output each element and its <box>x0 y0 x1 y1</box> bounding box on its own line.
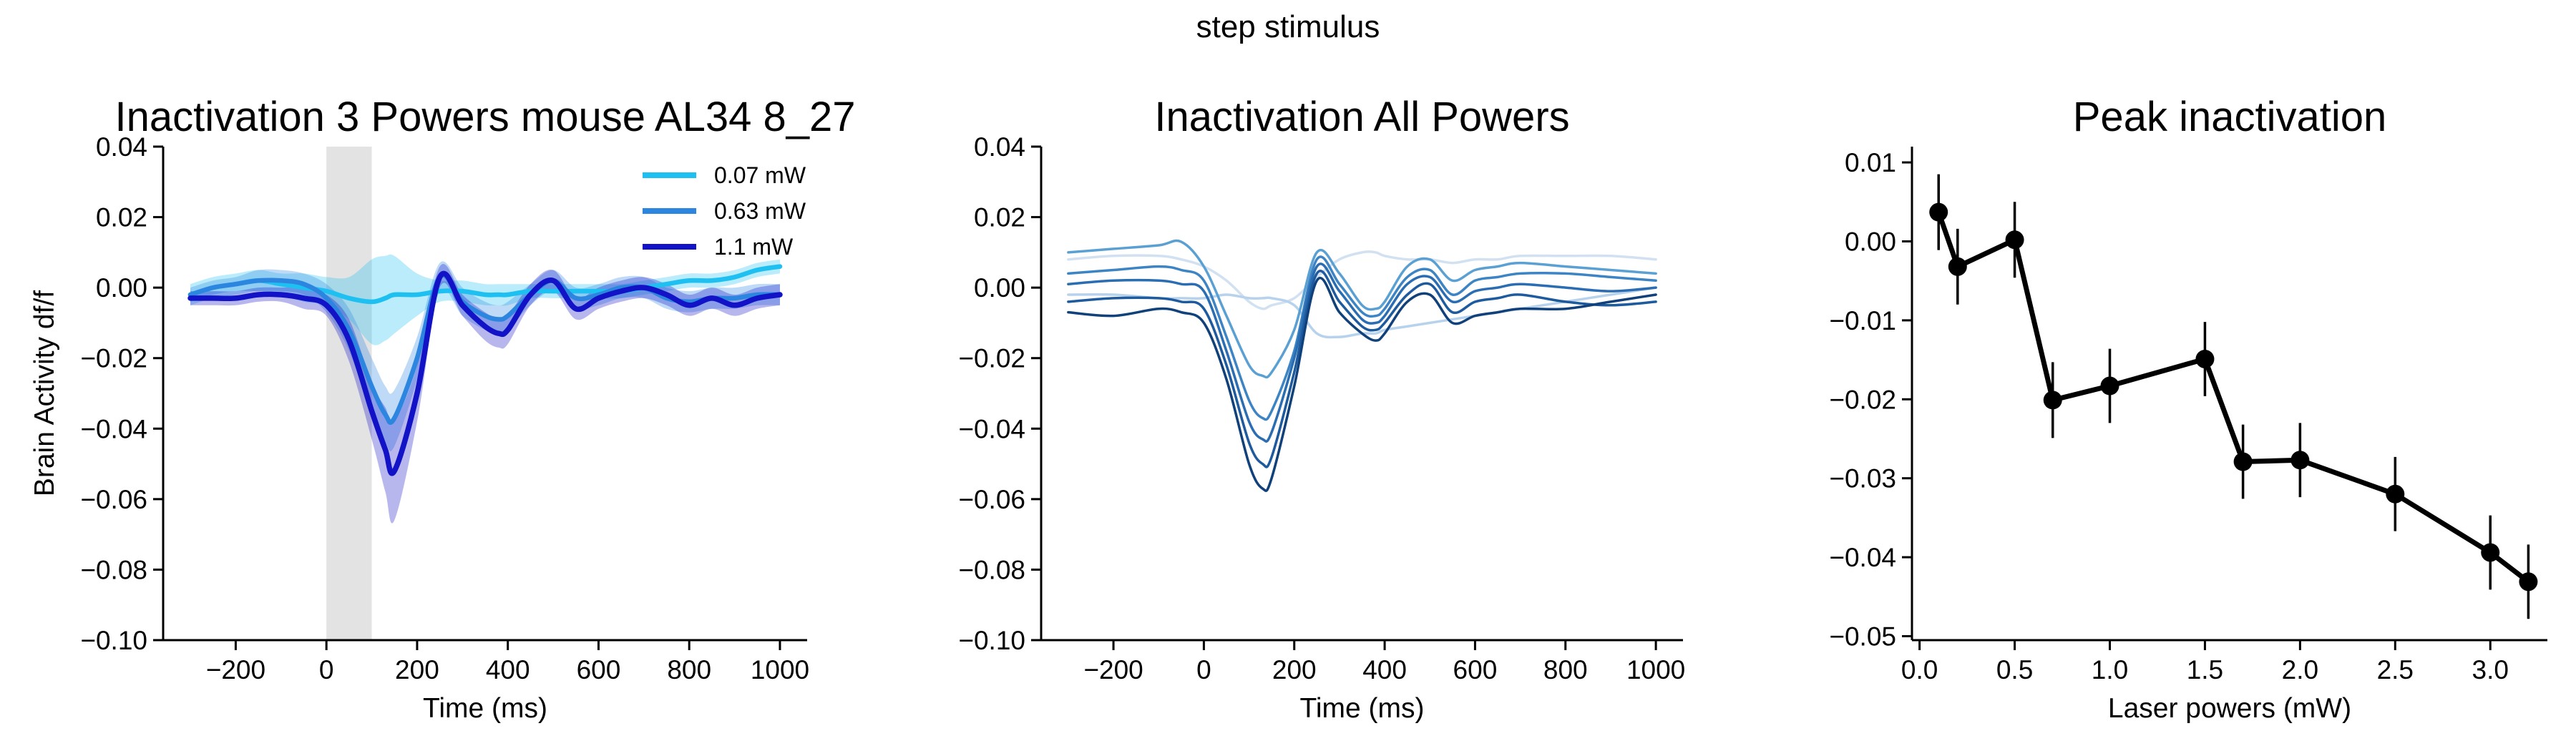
series-line <box>187 264 783 305</box>
series-line <box>1067 239 1657 379</box>
data-point <box>2195 349 2215 368</box>
y-tick-label: −0.04 <box>80 414 147 443</box>
y-tick-label: −0.08 <box>958 555 1025 584</box>
y-tick-label: −0.05 <box>1829 622 1896 651</box>
subplot-all-powers: Inactivation All Powers −0.10 −0.08 −0.06 −0… <box>958 94 1685 724</box>
legend-label: 0.07 mW <box>714 162 806 188</box>
chart-title: Peak inactivation <box>2073 94 2386 140</box>
x-tick-label: 1.0 <box>2092 655 2128 684</box>
x-tick-label: 600 <box>1453 655 1498 684</box>
y-tick-label: 0.04 <box>96 132 147 162</box>
series-line <box>187 270 783 476</box>
y-axis-label: Brain Activity df/f <box>29 290 60 496</box>
x-tick-label: 600 <box>577 655 621 684</box>
x-tick-label: 0.5 <box>1996 655 2033 684</box>
data-point <box>2481 543 2500 562</box>
x-tick-label: 400 <box>486 655 530 684</box>
x-tick-label: 0 <box>1196 655 1211 684</box>
series-band <box>190 264 780 524</box>
y-tick-label: −0.02 <box>1829 385 1896 414</box>
x-axis-label: Time (ms) <box>423 693 547 724</box>
y-tick-label: 0.02 <box>96 203 147 232</box>
subplot-peak-inactivation: Peak inactivation −0.05 −0.04 −0.03 −0.02 −0.… <box>1829 94 2547 724</box>
x-tick-label: 800 <box>1543 655 1588 684</box>
y-tick-label: −0.04 <box>958 414 1025 443</box>
x-tick-label: 1000 <box>1626 655 1685 684</box>
x-tick-label: 2.5 <box>2377 655 2414 684</box>
data-point <box>2233 452 2253 471</box>
chart-title: Inactivation 3 Powers mouse AL34 8_27 <box>115 94 856 140</box>
y-tick-label: 0.01 <box>1845 148 1896 177</box>
series-line <box>187 273 783 425</box>
data-point <box>1929 202 1948 222</box>
y-tick-label: −0.08 <box>80 555 147 584</box>
y-tick-label: −0.02 <box>958 344 1025 373</box>
series-line <box>1067 277 1657 492</box>
y-tick-label: 0.00 <box>974 273 1025 303</box>
y-tick-label: 0.00 <box>1845 227 1896 256</box>
x-tick-label: 400 <box>1362 655 1407 684</box>
y-tick-label: −0.06 <box>958 485 1025 514</box>
data-point <box>2386 484 2405 504</box>
y-tick-label: −0.10 <box>958 626 1025 655</box>
y-tick-label: 0.00 <box>96 273 147 303</box>
y-tick-label: −0.01 <box>1829 306 1896 335</box>
series-line <box>1936 211 2530 584</box>
y-tick-label: 0.02 <box>974 203 1025 232</box>
y-tick-label: −0.02 <box>80 344 147 373</box>
x-tick-label: −200 <box>206 655 265 684</box>
series-line <box>1067 255 1657 421</box>
x-tick-label: 0.0 <box>1901 655 1938 684</box>
x-tick-label: 800 <box>667 655 711 684</box>
y-tick-label: −0.03 <box>1829 464 1896 494</box>
x-tick-label: 200 <box>395 655 439 684</box>
legend-label: 0.63 mW <box>714 198 806 224</box>
x-tick-label: 3.0 <box>2472 655 2509 684</box>
data-point <box>1948 257 1967 276</box>
subplot-time-course-3-powers: Inactivation 3 Powers mouse AL34 8_27 −0.… <box>29 94 856 724</box>
x-tick-label: 2.0 <box>2282 655 2318 684</box>
x-tick-label: −200 <box>1083 655 1143 684</box>
x-tick-label: 1.5 <box>2187 655 2223 684</box>
data-point <box>2005 230 2024 250</box>
x-tick-label: 1000 <box>751 655 809 684</box>
data-point <box>2100 376 2119 396</box>
data-point <box>2043 391 2062 410</box>
x-axis-label: Time (ms) <box>1299 693 1424 724</box>
y-tick-label: −0.10 <box>80 626 147 655</box>
x-tick-label: 0 <box>319 655 334 684</box>
x-tick-label: 200 <box>1272 655 1317 684</box>
legend-label: 1.1 mW <box>714 234 794 260</box>
series-band <box>190 254 780 345</box>
y-tick-label: 0.04 <box>974 132 1025 162</box>
data-point <box>2290 451 2310 470</box>
figure-suptitle: step stimulus <box>1196 9 1380 44</box>
data-point <box>2519 572 2538 592</box>
x-axis-label: Laser powers (mW) <box>2108 693 2351 724</box>
series-line <box>1067 270 1657 468</box>
y-tick-label: −0.04 <box>1829 543 1896 572</box>
series-line <box>1067 262 1657 443</box>
chart-title: Inactivation All Powers <box>1154 94 1569 140</box>
y-tick-label: −0.06 <box>80 485 147 514</box>
